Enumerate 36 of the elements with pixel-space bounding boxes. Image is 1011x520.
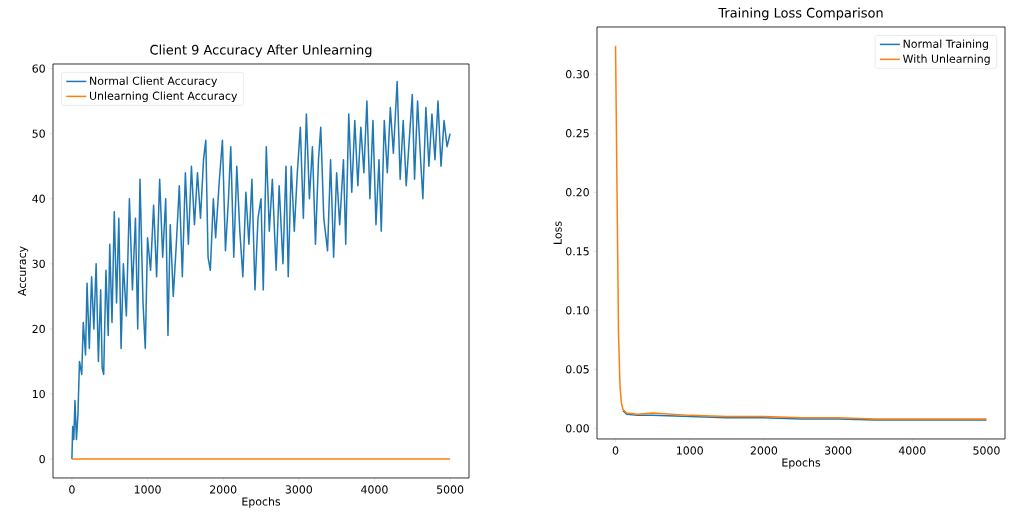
legend-label: Unlearning Client Accuracy <box>89 91 238 103</box>
y-tick-label: 0.05 <box>565 365 589 374</box>
x-tick-label: 4000 <box>898 446 926 455</box>
x-tick-label: 3000 <box>824 446 852 455</box>
legend-label: With Unlearning <box>902 54 990 65</box>
y-tick-label: 40 <box>32 194 45 203</box>
y-tick-label: 0.20 <box>565 188 589 197</box>
y-tick-label: 0 <box>39 454 45 464</box>
x-tick-label: 1000 <box>134 485 161 494</box>
y-tick-label: 0.30 <box>565 70 589 79</box>
x-tick-label: 5000 <box>436 485 464 494</box>
y-tick-label: 0.15 <box>565 247 589 256</box>
legend-label: Normal Client Accuracy <box>90 76 218 88</box>
y-axis-title: Loss <box>553 221 562 244</box>
x-tick-label: 1000 <box>677 446 703 455</box>
y-tick-label: 20 <box>32 324 45 334</box>
y-tick-label: 60 <box>32 64 45 73</box>
x-tick-label: 2000 <box>750 446 778 455</box>
y-tick-label: 0.00 <box>565 424 589 433</box>
legend-label: Normal Training <box>903 39 989 51</box>
y-tick-label: 30 <box>32 259 45 268</box>
x-axis-title: Epochs <box>782 458 821 469</box>
y-axis-title: Accuracy <box>17 246 29 296</box>
x-axis-title: Epochs <box>242 497 281 508</box>
x-tick-label: 2000 <box>210 485 237 494</box>
chart-title: Training Loss Comparison <box>718 7 883 21</box>
chart-title: Client 9 Accuracy After Unlearning <box>150 44 372 58</box>
y-tick-label: 10 <box>32 389 45 399</box>
x-tick-label: 3000 <box>285 485 313 494</box>
x-tick-label: 0 <box>69 485 75 494</box>
y-tick-label: 50 <box>32 129 45 138</box>
x-tick-label: 4000 <box>361 485 388 494</box>
y-tick-label: 0.25 <box>565 129 589 138</box>
x-tick-label: 5000 <box>973 446 1000 455</box>
x-tick-label: 0 <box>612 446 619 455</box>
y-tick-label: 0.10 <box>565 306 589 315</box>
